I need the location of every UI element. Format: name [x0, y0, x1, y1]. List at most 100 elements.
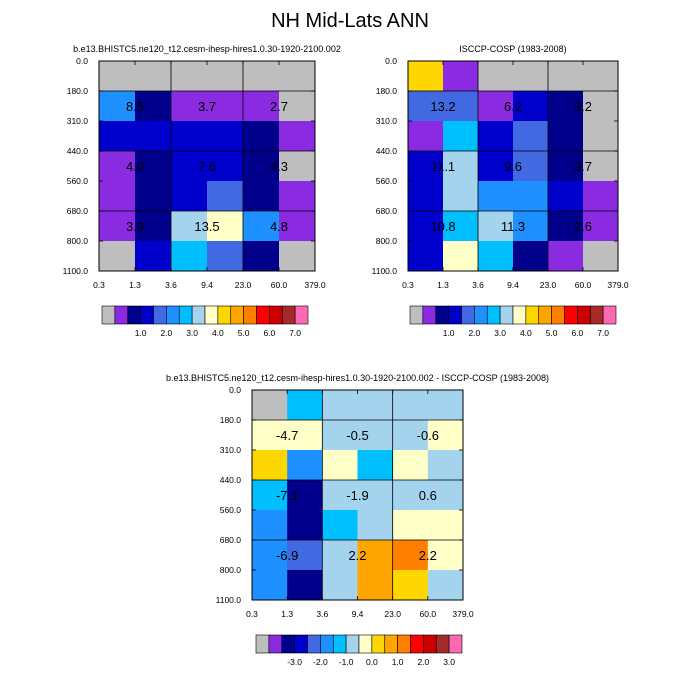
x-tick-label: 3.6 [472, 280, 484, 290]
colorbar-swatch [435, 634, 450, 654]
colorbar-swatch [564, 305, 578, 325]
colorbar-swatch [255, 634, 270, 654]
x-tick-label: 60.0 [575, 280, 592, 290]
y-tick-label: 680.0 [67, 206, 89, 216]
heatmap-cell [287, 570, 323, 601]
heatmap-cell [252, 390, 288, 421]
y-tick-label: 800.0 [220, 565, 242, 575]
colorbar-label: 6.0 [263, 328, 275, 338]
block-value-label: 11.1 [431, 159, 455, 174]
colorbar-label: 2.0 [468, 328, 480, 338]
y-tick-label: 680.0 [220, 535, 242, 545]
heatmap-cell [513, 241, 549, 272]
colorbar-swatch [371, 634, 386, 654]
y-tick-label: 1100.0 [372, 266, 398, 276]
x-tick-label: 9.4 [201, 280, 213, 290]
heatmap-cell [171, 181, 208, 212]
y-tick-label: 1100.0 [63, 266, 89, 276]
heatmap-cell [392, 390, 429, 421]
heatmap-cell [243, 91, 280, 122]
colorbar-swatch [217, 305, 232, 325]
heatmap-cell [207, 181, 244, 212]
block-value-label: 7.6 [198, 159, 216, 174]
heatmap-cell [135, 181, 172, 212]
heatmap-cell [357, 570, 394, 601]
heatmap-cell [408, 181, 444, 212]
heatmap-cell [207, 211, 244, 242]
colorbar-swatch [538, 305, 552, 325]
panel-title: ISCCP-COSP (1983-2008) [459, 44, 566, 54]
heatmap-cell [322, 390, 358, 421]
heatmap-cell [279, 91, 316, 122]
heatmap-cell [392, 480, 429, 511]
colorbar-swatch [448, 305, 462, 325]
colorbar-swatch [499, 305, 514, 325]
y-tick-label: 0.0 [385, 56, 397, 66]
colorbar-swatch [577, 305, 591, 325]
heatmap-cell [548, 241, 584, 272]
heatmap-cell [171, 121, 208, 152]
x-tick-label: 379.0 [607, 280, 629, 290]
heatmap-cell [427, 510, 464, 541]
colorbar-swatch [294, 305, 309, 325]
colorbar-swatch [140, 305, 154, 325]
heatmap-cell [478, 121, 514, 152]
colorbar-label: 0.0 [366, 657, 378, 667]
colorbar-label: 1.0 [135, 328, 147, 338]
heatmap-cell [443, 241, 479, 272]
colorbar-swatch [435, 305, 449, 325]
x-tick-label: 1.3 [281, 609, 293, 619]
y-tick-label: 0.0 [76, 56, 88, 66]
block-value-label: 11.3 [501, 219, 525, 234]
x-tick-label: 379.0 [304, 280, 326, 290]
heatmap-cell [287, 480, 323, 511]
colorbar-swatch [230, 305, 244, 325]
heatmap-cell [478, 181, 514, 212]
heatmap-cell [322, 540, 358, 571]
x-tick-label: 60.0 [271, 280, 288, 290]
block-value-label: 10.8 [430, 219, 455, 234]
heatmap-cell [99, 241, 136, 272]
heatmap-cell [207, 61, 244, 92]
colorbar-swatch [409, 305, 424, 325]
colorbar-swatch [114, 305, 129, 325]
colorbar-swatch [307, 634, 321, 654]
heatmap-cell [207, 91, 244, 122]
heatmap-cell [99, 61, 136, 92]
x-tick-label: 0.3 [246, 609, 258, 619]
panel-title: b.e13.BHISTC5.ne120_t12.cesm-ihesp-hires… [73, 44, 341, 54]
heatmap-cell [443, 151, 479, 182]
heatmap-cell [478, 211, 514, 242]
colorbar-label: -1.0 [339, 657, 354, 667]
y-tick-label: 680.0 [376, 206, 398, 216]
block-value-label: 9.6 [504, 159, 522, 174]
x-tick-label: 379.0 [452, 609, 474, 619]
y-tick-label: 180.0 [376, 86, 398, 96]
block-value-label: 4.8 [270, 219, 288, 234]
heatmap-cell [443, 61, 479, 92]
heatmap-cell [548, 151, 584, 182]
colorbar-swatch [243, 305, 257, 325]
colorbar-label: 5.0 [546, 328, 558, 338]
block-value-label: 13.2 [430, 99, 455, 114]
colorbar-swatch [191, 305, 206, 325]
heatmap-cell [513, 121, 549, 152]
figure-title: NH Mid-Lats ANN [271, 10, 429, 32]
heatmap-cell [408, 211, 444, 242]
x-tick-label: 0.3 [402, 280, 414, 290]
heatmap-cell [443, 181, 479, 212]
heatmap-cell [392, 420, 429, 451]
colorbar-swatch [512, 305, 527, 325]
block-value-label: -4.7 [276, 428, 298, 443]
heatmap-cell [171, 211, 208, 242]
heatmap-cell [252, 540, 288, 571]
x-tick-label: 3.6 [316, 609, 328, 619]
y-tick-label: 310.0 [220, 445, 242, 455]
block-value-label: 2.2 [419, 548, 437, 563]
heatmap-cell [357, 540, 394, 571]
colorbar-swatch [422, 305, 437, 325]
x-tick-label: 23.0 [235, 280, 252, 290]
heatmap-cell [171, 241, 208, 272]
y-tick-label: 560.0 [67, 176, 89, 186]
